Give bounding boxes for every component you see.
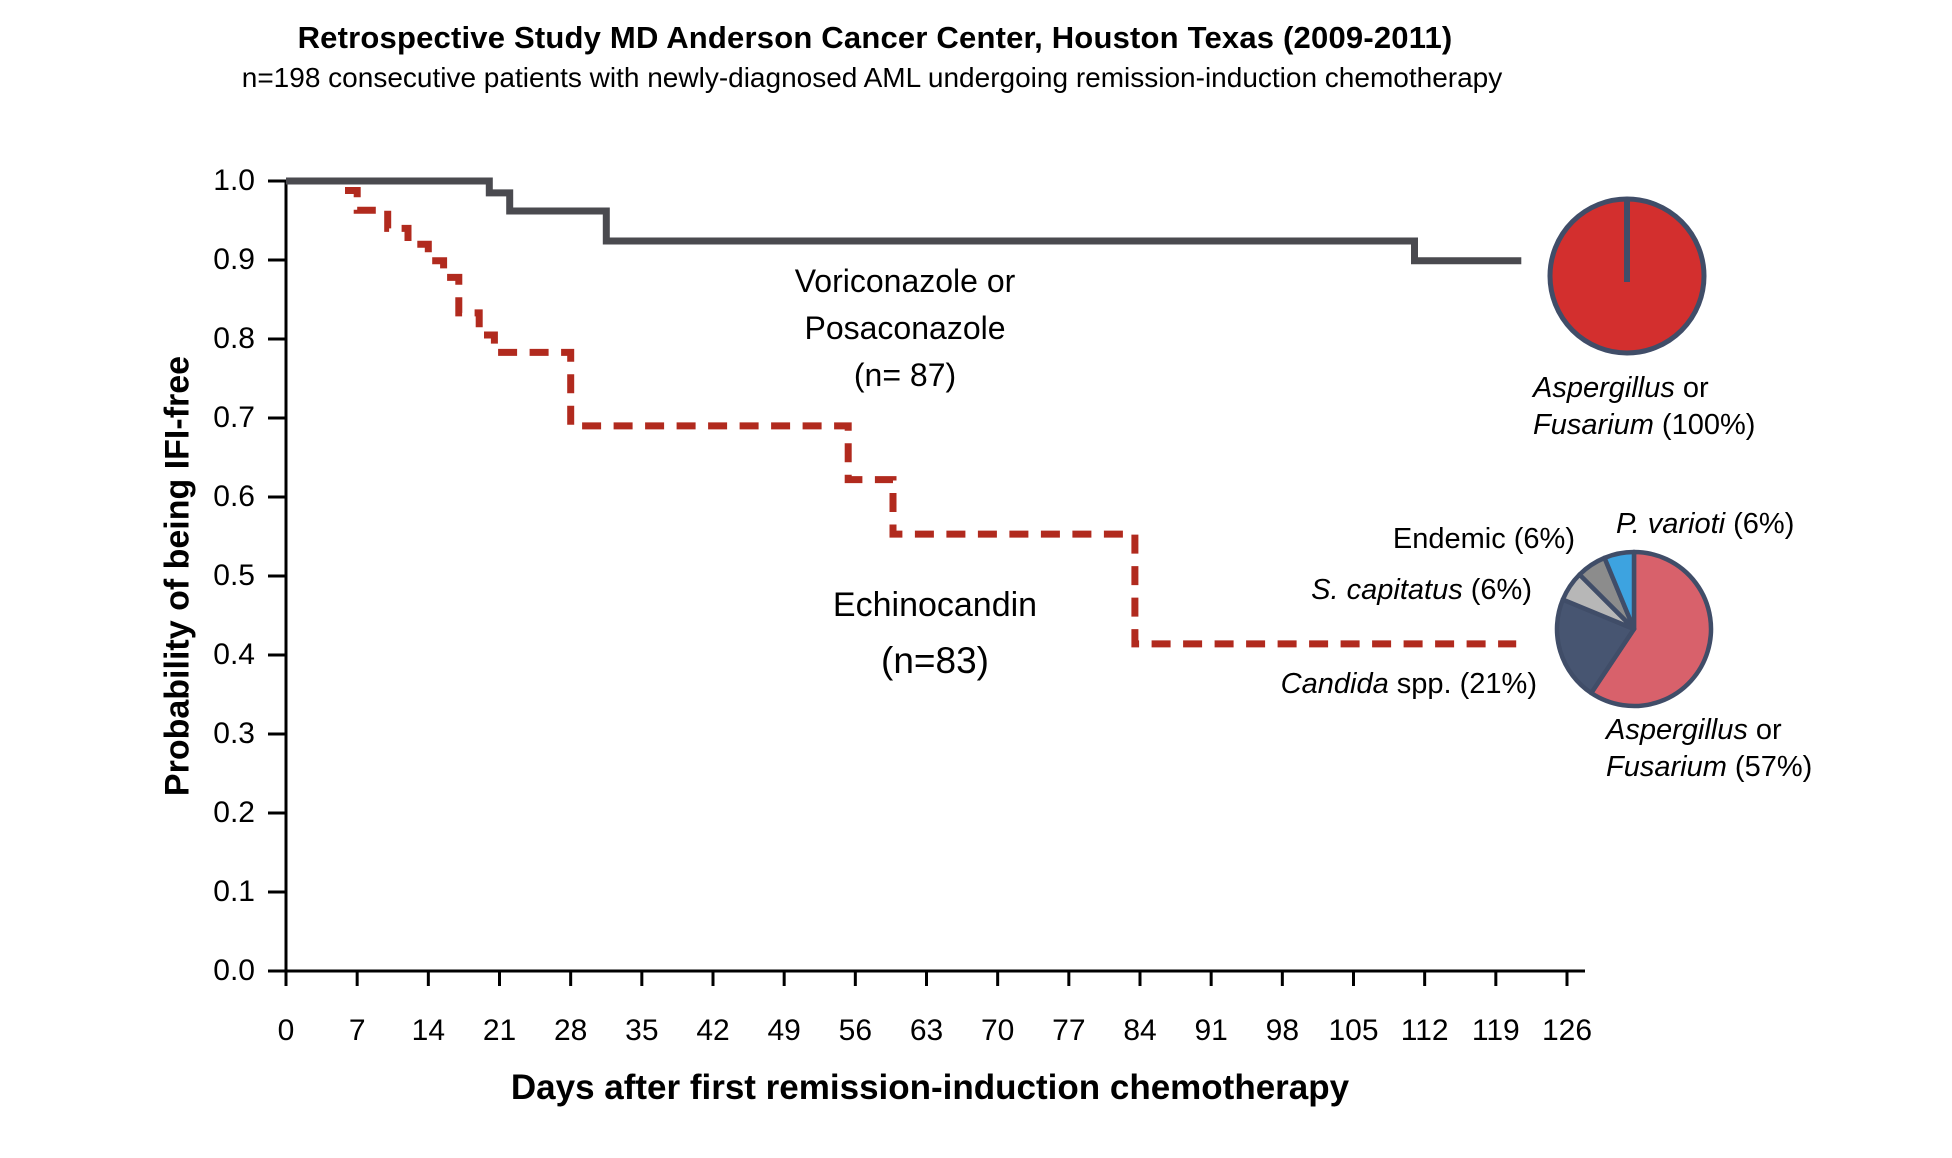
- pie-bottom-candida-rest: spp. (21%): [1388, 668, 1537, 700]
- pie-bottom-aspergillus-line1: Aspergillus or: [1606, 712, 1812, 749]
- x-tick-label: 7: [348, 1014, 366, 1047]
- x-tick-label: 42: [696, 1014, 730, 1047]
- figure-subtitle: n=198 consecutive patients with newly-di…: [241, 62, 1503, 93]
- curve-label-echinocandin-line2: (n=83): [881, 640, 989, 681]
- x-tick-label: 21: [482, 1014, 517, 1047]
- pie-top-label-genus1: Aspergillus: [1533, 372, 1675, 404]
- pie-top-label: Aspergillus or Fusarium (100%): [1533, 370, 1755, 444]
- y-tick-label: 0.9: [213, 243, 255, 276]
- y-tick-label: 0.5: [213, 559, 255, 592]
- x-tick-label: 28: [553, 1014, 588, 1047]
- km-curve-voriconazole: [286, 177, 1522, 265]
- x-tick-label: 91: [1194, 1014, 1228, 1047]
- pie-bottom-aspergillus-genus1: Aspergillus: [1606, 714, 1748, 746]
- x-tick-label: 63: [909, 1014, 944, 1047]
- x-tick-label: 98: [1265, 1014, 1300, 1047]
- pie-top-label-line2: Fusarium (100%): [1533, 407, 1755, 444]
- curve-label-voriconazole-line3: (n= 87): [853, 357, 957, 393]
- x-tick-label: 70: [980, 1014, 1015, 1047]
- pie-bottom-aspergillus-rest2: (57%): [1726, 751, 1813, 783]
- pie-bottom-label-p-varioti: P. varioti (6%): [1616, 506, 1794, 543]
- x-tick-label: 49: [767, 1014, 801, 1047]
- x-tick-label: 14: [411, 1014, 446, 1047]
- y-tick-label: 1.0: [213, 164, 255, 197]
- curve-label-voriconazole-line2: Posaconazole: [804, 310, 1006, 346]
- curve-label-voriconazole: Voriconazole or Posaconazole (n= 87): [705, 258, 1105, 399]
- curve-label-echinocandin-line1: Echinocandin: [832, 586, 1038, 624]
- pie-bottom-s-capitatus-rest: (6%): [1462, 574, 1532, 606]
- y-tick-label: 0.6: [213, 480, 255, 513]
- pie-bottom-aspergillus-line2: Fusarium (57%): [1606, 749, 1812, 786]
- y-tick-label: 0.7: [213, 401, 255, 434]
- curve-label-echinocandin: Echinocandin (n=83): [735, 582, 1135, 684]
- pie-top-label-genus2: Fusarium: [1533, 409, 1654, 441]
- pie-bottom-candida-genus: Candida: [1280, 668, 1389, 700]
- pie-bottom-slice-0: [1588, 549, 1714, 709]
- y-tick-label: 0.2: [213, 796, 255, 829]
- x-tick-label: 56: [838, 1014, 873, 1047]
- pie-top-label-rest2: (100%): [1653, 409, 1756, 441]
- pie-top-label-line1: Aspergillus or: [1533, 370, 1755, 407]
- x-tick-label: 126: [1541, 1014, 1593, 1047]
- y-tick-label: 0.1: [213, 875, 255, 908]
- pie-bottom-label-candida: Candida spp. (21%): [1281, 666, 1537, 703]
- x-tick-label: 0: [277, 1014, 295, 1047]
- pie-bottom-label-aspergillus: Aspergillus or Fusarium (57%): [1606, 712, 1812, 786]
- x-tick-label: 84: [1123, 1014, 1157, 1047]
- y-tick-label: 0.0: [213, 954, 255, 987]
- pie-bottom-slice-4: [1602, 549, 1637, 632]
- x-tick-label: 119: [1471, 1014, 1520, 1047]
- pie-bottom-label-endemic: Endemic (6%): [1392, 523, 1575, 555]
- x-tick-label: 77: [1052, 1014, 1086, 1047]
- curve-label-voriconazole-line1: Voriconazole or: [794, 263, 1016, 299]
- pie-bottom-label-s-capitatus: S. capitatus (6%): [1311, 572, 1532, 609]
- pie-bottom-aspergillus-genus2: Fusarium: [1606, 751, 1727, 783]
- pie-bottom-p-varioti-genus: P. varioti: [1616, 508, 1726, 540]
- y-tick-label: 0.8: [213, 322, 255, 355]
- x-tick-label: 35: [625, 1014, 659, 1047]
- pie-bottom-aspergillus-rest1: or: [1747, 714, 1782, 746]
- y-tick-label: 0.4: [213, 638, 255, 671]
- x-tick-label: 112: [1400, 1014, 1449, 1047]
- pie-bottom-p-varioti-rest: (6%): [1725, 508, 1795, 540]
- pie-top-label-rest1: or: [1674, 372, 1709, 404]
- km-curve-echinocandin: [345, 187, 1517, 648]
- x-axis-title: Days after first remission-induction che…: [510, 1068, 1350, 1107]
- x-tick-label: 105: [1328, 1014, 1379, 1047]
- figure-title: Retrospective Study MD Anderson Cancer C…: [297, 20, 1453, 55]
- y-tick-label: 0.3: [213, 717, 255, 750]
- pie-bottom-s-capitatus-genus: S. capitatus: [1311, 574, 1463, 606]
